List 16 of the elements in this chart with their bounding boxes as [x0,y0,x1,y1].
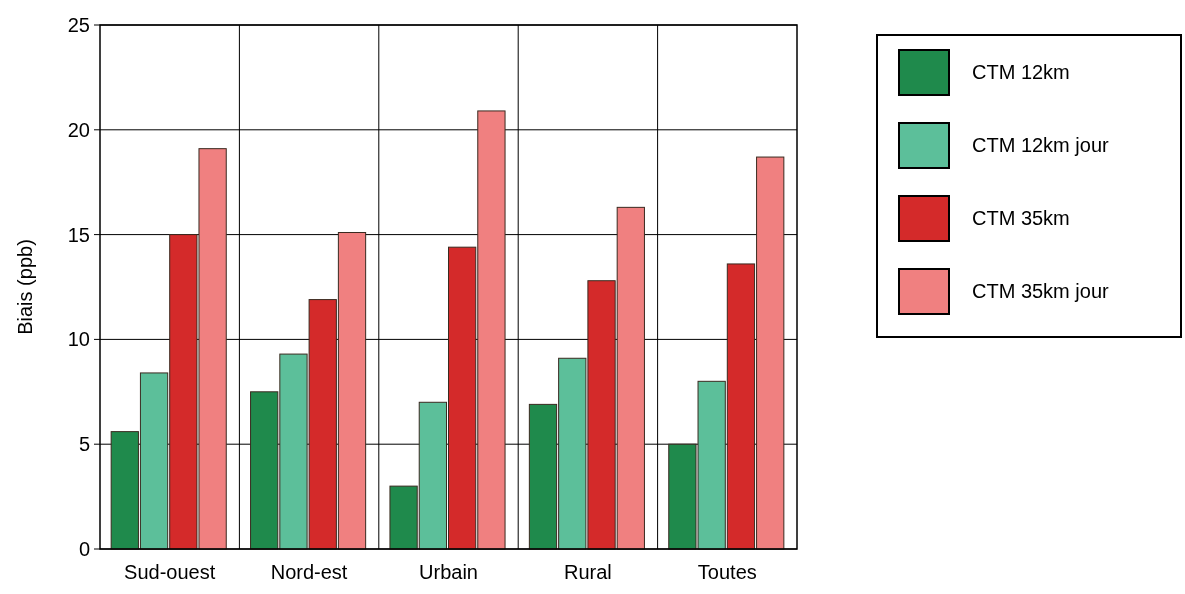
y-tick-label: 5 [78,433,90,456]
x-tick-label: Toutes [697,561,757,583]
y-tick-label: 0 [78,538,90,560]
y-tick-label: 25 [67,14,90,36]
y-tick-label: 10 [67,328,90,351]
legend-label: CTM 35km [972,207,1070,229]
x-tick-label: Urbain [419,561,478,583]
legend-label: CTM 12km [972,61,1070,83]
y-tick-label: 20 [67,118,90,141]
x-tick-label: Nord-est [270,561,348,583]
y-axis-title: Biais (ppb) [14,239,36,335]
x-tick-label: Sud-ouest [124,561,216,583]
y-tick-label: 15 [67,223,90,246]
legend-label: CTM 35km jour [972,280,1110,302]
x-tick-label: Rural [564,561,612,583]
legend-label: CTM 12km jour [972,134,1110,156]
